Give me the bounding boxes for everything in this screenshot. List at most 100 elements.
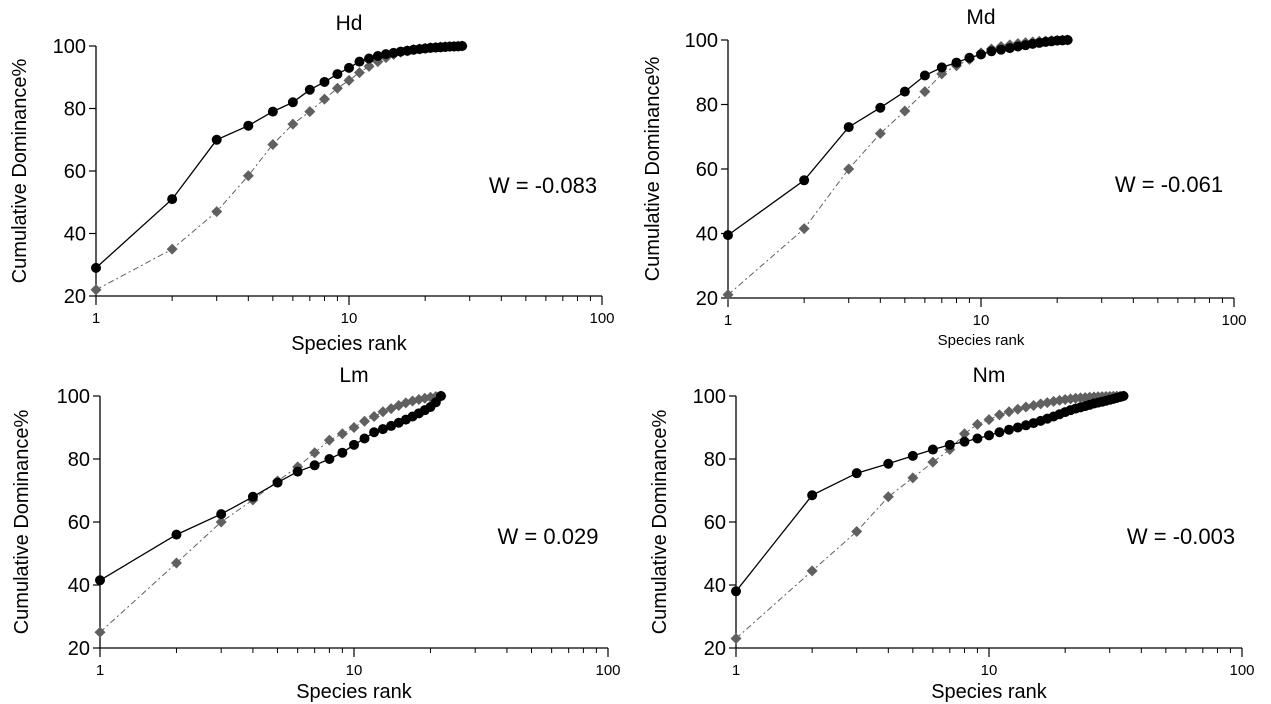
- data-point-circle: [267, 106, 278, 117]
- x-axis-label: Species rank: [296, 681, 413, 703]
- data-point-diamond: [907, 472, 919, 484]
- data-point-diamond: [267, 138, 279, 150]
- y-tick-label: 20: [64, 286, 86, 308]
- w-statistic-annotation: W = -0.003: [1127, 524, 1235, 549]
- x-tick-label: 1: [96, 662, 104, 679]
- data-point-circle: [216, 509, 227, 520]
- data-point-circle: [359, 433, 370, 444]
- data-point-diamond: [806, 565, 818, 577]
- data-point-circle: [344, 62, 354, 73]
- data-point-diamond: [368, 410, 380, 422]
- chart-panel-2: 20 40 60 80 100 1 10 100 Md Species rank Cumulativ…: [642, 6, 1247, 349]
- data-point-diamond: [927, 456, 939, 468]
- y-tick-label: 80: [704, 449, 726, 471]
- data-point-circle: [964, 52, 975, 63]
- data-point-circle: [936, 62, 947, 73]
- data-point-diamond: [211, 206, 223, 218]
- data-point-circle: [919, 70, 930, 81]
- chart-panel-4: 20 40 60 80 100 1 10 100 Nm Species rank Cumulativ…: [649, 364, 1255, 703]
- data-point-diamond: [1003, 406, 1015, 418]
- x-tick-label: 10: [973, 312, 990, 329]
- data-point-diamond: [331, 82, 343, 94]
- y-axis-label: Cumulative Dominance%: [642, 57, 664, 282]
- data-point-diamond: [318, 93, 330, 105]
- data-point-circle: [976, 49, 986, 60]
- data-point-diamond: [882, 491, 894, 503]
- data-point-diamond: [343, 74, 355, 86]
- y-tick-label: 100: [53, 36, 86, 58]
- x-tick-label: 100: [589, 310, 614, 327]
- data-point-diamond: [323, 434, 335, 446]
- data-point-circle: [380, 49, 391, 60]
- data-point-circle: [349, 439, 359, 450]
- data-point-circle: [944, 439, 955, 450]
- chart-title: Lm: [339, 364, 368, 387]
- y-tick-label: 60: [68, 512, 90, 534]
- data-point-diamond: [730, 633, 742, 645]
- data-point-circle: [972, 433, 983, 444]
- data-point-diamond: [899, 105, 911, 117]
- data-point-circle: [91, 262, 101, 273]
- data-point-circle: [287, 97, 298, 108]
- data-point-diamond: [309, 447, 321, 459]
- x-axis-label: Species rank: [931, 681, 1048, 703]
- x-tick-label: 100: [1229, 662, 1254, 679]
- y-tick-label: 100: [57, 386, 90, 408]
- data-point-circle: [1020, 420, 1031, 431]
- y-tick-label: 20: [704, 638, 726, 660]
- data-point-circle: [247, 491, 258, 502]
- data-point-circle: [843, 122, 854, 133]
- w-statistic-annotation: W = 0.029: [498, 524, 599, 549]
- data-point-circle: [731, 586, 741, 597]
- chart-panel-1: 20 40 60 80 100 1 10 100 Hd Species rank Cumulativ…: [9, 12, 615, 355]
- data-point-diamond: [851, 525, 863, 537]
- data-point-circle: [304, 84, 315, 95]
- x-tick-label: 1: [724, 312, 732, 329]
- y-tick-label: 20: [696, 288, 718, 310]
- x-tick-label: 100: [595, 662, 620, 679]
- data-point-diamond: [215, 516, 227, 528]
- data-point-circle: [332, 69, 343, 80]
- chart-title: Hd: [336, 12, 363, 35]
- chart-title: Nm: [973, 364, 1006, 387]
- data-point-diamond: [983, 414, 995, 426]
- series-line-diamond: [99, 395, 442, 633]
- data-point-diamond: [363, 60, 375, 72]
- data-point-circle: [851, 468, 862, 479]
- data-point-diamond: [94, 626, 106, 638]
- y-tick-label: 60: [704, 512, 726, 534]
- data-point-circle: [372, 51, 383, 61]
- data-point-circle: [927, 444, 938, 455]
- data-point-diamond: [1020, 401, 1032, 413]
- data-point-diamond: [1028, 399, 1040, 411]
- data-point-circle: [292, 466, 303, 477]
- series-line-diamond: [727, 39, 1068, 296]
- data-point-diamond: [1012, 403, 1024, 415]
- data-point-circle: [354, 56, 365, 67]
- data-point-circle: [799, 175, 810, 186]
- y-tick-label: 100: [685, 30, 718, 52]
- data-point-diamond: [359, 415, 371, 427]
- data-point-circle: [951, 57, 962, 68]
- y-axis-label: Cumulative Dominance%: [9, 59, 31, 284]
- data-point-circle: [369, 427, 380, 438]
- data-point-diamond: [993, 409, 1005, 421]
- y-tick-label: 80: [68, 449, 90, 471]
- data-point-circle: [171, 529, 182, 540]
- y-tick-label: 20: [68, 638, 90, 660]
- y-tick-label: 40: [704, 575, 726, 597]
- data-point-circle: [324, 454, 335, 464]
- data-point-diamond: [843, 163, 855, 175]
- data-point-diamond: [919, 86, 931, 98]
- data-point-circle: [899, 86, 910, 97]
- data-point-diamond: [336, 428, 348, 440]
- y-axis-label: Cumulative Dominance%: [649, 410, 671, 635]
- data-point-circle: [309, 460, 320, 471]
- data-point-diamond: [166, 243, 178, 255]
- data-point-diamond: [353, 67, 365, 79]
- data-point-diamond: [242, 170, 254, 182]
- data-point-circle: [875, 102, 886, 113]
- data-point-circle: [364, 53, 375, 64]
- data-point-diamond: [874, 128, 886, 140]
